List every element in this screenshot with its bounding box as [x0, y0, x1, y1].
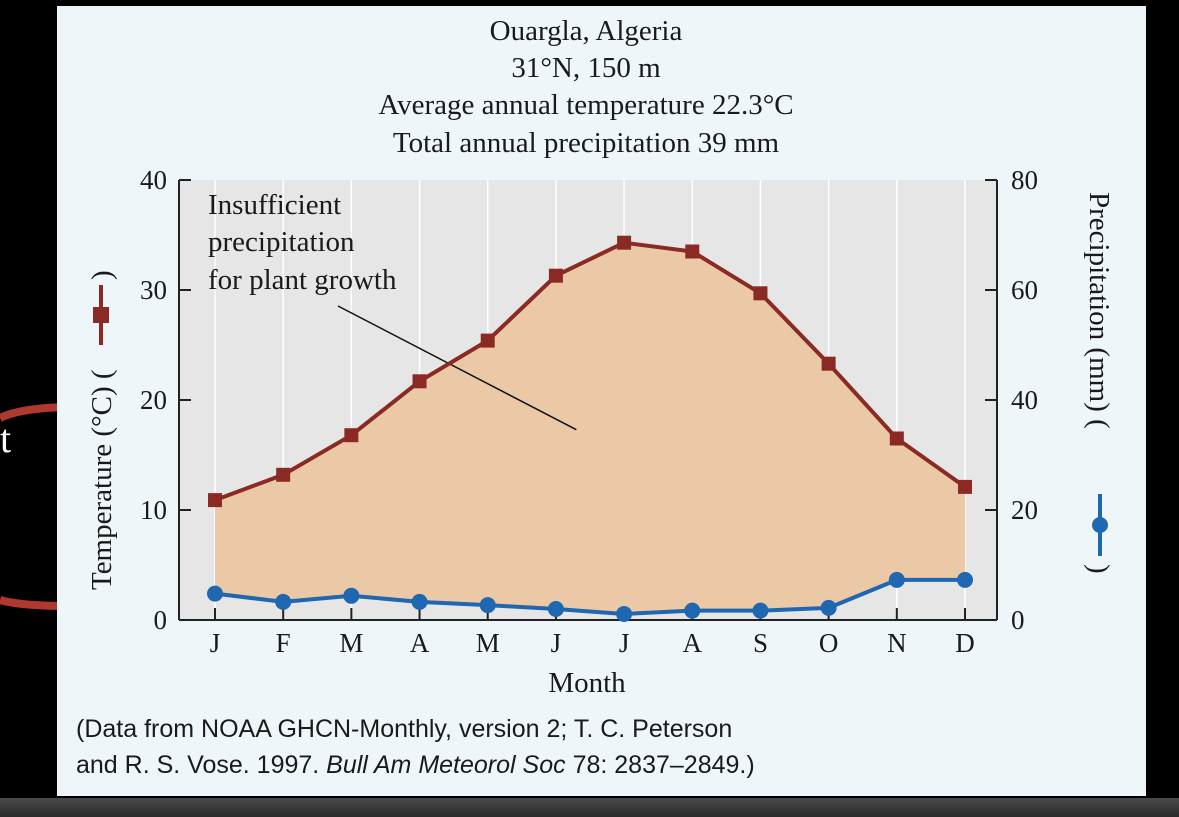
temperature-point — [617, 235, 632, 250]
temperature-point — [821, 356, 836, 371]
x-tick-label: J — [210, 628, 221, 658]
temperature-point — [548, 268, 563, 283]
y-tick-label-right: 80 — [1011, 165, 1038, 195]
left-axis-title-group: Temperature (°C) ( ) — [86, 270, 118, 590]
temperature-point — [753, 286, 768, 301]
x-tick-label: F — [276, 628, 291, 658]
temperature-point — [412, 374, 427, 389]
y-tick-label-right: 60 — [1011, 275, 1038, 305]
temperature-series-line — [214, 240, 967, 502]
precipitation-point — [547, 601, 564, 617]
left-axis-title: Temperature (°C) ( — [86, 369, 118, 590]
source-journal: Bull Am Meteorol Soc — [326, 751, 566, 779]
right-axis-title-close: ) — [1083, 564, 1115, 574]
temperature-legend-marker — [93, 307, 109, 323]
y-tick-label-left: 10 — [140, 495, 167, 525]
y-tick-label-left: 20 — [140, 385, 167, 415]
precipitation-point — [275, 593, 292, 610]
precipitation-point — [411, 593, 428, 610]
temperature-point — [344, 428, 359, 443]
x-tick-label: J — [551, 628, 562, 658]
source-citation-line-1: (Data from NOAA GHCN-Monthly, version 2;… — [76, 715, 732, 743]
y-tick-label-left: 0 — [154, 605, 168, 635]
slide-partial-letter: t — [0, 416, 11, 461]
source-volume-pages: 78: 2837–2849.) — [566, 751, 755, 779]
chart-title: Ouargla, Algeria — [490, 15, 683, 47]
precipitation-point — [207, 585, 223, 602]
left-axis-title-close: ) — [86, 270, 118, 280]
y-tick-label-right: 0 — [1011, 605, 1025, 635]
x-tick-label: M — [339, 628, 363, 658]
x-tick-label: M — [476, 628, 500, 658]
precipitation-point — [820, 599, 837, 616]
temperature-point — [208, 493, 222, 508]
precipitation-legend-marker — [1092, 517, 1108, 533]
annotation-line-1: Insufficient — [208, 189, 341, 221]
avg-temperature-line: Average annual temperature 22.3°C — [378, 89, 793, 121]
precipitation-point — [752, 602, 769, 619]
temperature-point — [889, 431, 904, 446]
insufficient-precipitation-area — [215, 242, 965, 614]
x-axis-title: Month — [548, 667, 626, 699]
precipitation-point — [343, 587, 360, 604]
y-tick-label-left: 30 — [140, 275, 167, 305]
annotation-line-2: precipitation — [208, 226, 355, 258]
right-axis-title: Precipitation (mm) ( — [1083, 192, 1115, 429]
temperature-point — [480, 333, 495, 348]
x-tick-label: A — [683, 628, 703, 658]
precipitation-point — [684, 602, 701, 619]
y-tick-label-right: 20 — [1011, 495, 1038, 525]
bottom-toolbar-strip — [0, 798, 1179, 817]
precipitation-point — [888, 571, 905, 588]
source-authors: and R. S. Vose. 1997. — [76, 751, 326, 779]
temperature-point — [685, 244, 700, 259]
x-tick-label: D — [955, 628, 975, 658]
precipitation-point — [479, 597, 496, 614]
right-axis-title-group: Precipitation (mm) ( ) — [1083, 192, 1115, 574]
annotation-pointer-line — [337, 305, 577, 431]
precipitation-point — [957, 571, 973, 588]
y-tick-label-right: 40 — [1011, 385, 1038, 415]
chart-subtitle: 31°N, 150 m — [511, 52, 661, 84]
precipitation-series-line — [214, 577, 965, 616]
x-tick-label: O — [819, 628, 839, 658]
annotation-line-3: for plant growth — [208, 264, 397, 296]
x-tick-label: S — [753, 628, 768, 658]
x-tick-label: J — [619, 628, 630, 658]
temperature-point — [276, 467, 291, 482]
total-precipitation-line: Total annual precipitation 39 mm — [393, 127, 780, 159]
temperature-point — [958, 479, 972, 494]
x-tick-label: N — [887, 628, 907, 658]
precipitation-point — [616, 605, 633, 622]
y-tick-label-left: 40 — [140, 165, 167, 195]
source-citation-line-2: and R. S. Vose. 1997. Bull Am Meteorol S… — [76, 751, 755, 779]
x-tick-label: A — [410, 628, 430, 658]
